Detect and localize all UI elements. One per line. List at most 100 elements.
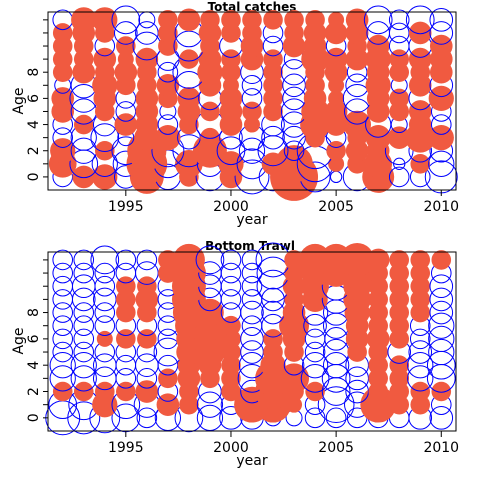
bubble-negative [388, 9, 410, 31]
bubble-positive [410, 250, 431, 270]
bubble-negative [261, 300, 285, 325]
bubble-positive [284, 250, 304, 270]
bubble-negative [45, 400, 81, 436]
y-tick-label: 2 [26, 387, 42, 396]
bubble-negative [345, 366, 369, 391]
bubble-positive [172, 243, 205, 276]
bubble-negative [73, 341, 95, 363]
bubble-positive [116, 36, 136, 56]
y-tick-label: 0 [26, 413, 42, 422]
bubble-negative [114, 21, 138, 45]
bubble-positive [179, 49, 199, 69]
bubble-negative [317, 386, 355, 424]
bubble-positive [94, 381, 115, 402]
bubble-positive [114, 60, 138, 84]
bubble-positive [92, 7, 118, 33]
bubble-negative [322, 338, 350, 366]
bubble-negative [429, 300, 454, 325]
x-tick-label: 2010 [423, 199, 459, 215]
bubble-positive [222, 77, 239, 94]
bubble-negative [216, 136, 246, 166]
bubble-positive [389, 355, 410, 375]
x-tick-label: 1995 [108, 440, 144, 456]
bubble-negative [325, 407, 347, 429]
bubble-negative [136, 368, 158, 389]
bubble-positive [286, 396, 303, 413]
bubble-positive [263, 329, 283, 349]
bubble-positive [326, 140, 346, 161]
bubble-negative [52, 127, 74, 148]
x-tick-label: 2000 [213, 440, 249, 456]
bubble-positive [158, 10, 178, 30]
y-axis: 0 2 4 6 8 [26, 19, 49, 181]
bubble-positive [428, 85, 454, 112]
x-axis: 1995 2000 2005 2010 [108, 430, 459, 456]
bubble-negative [238, 137, 266, 164]
bubble-negative [73, 315, 95, 336]
bubble-positive [389, 250, 410, 270]
bubble-positive [135, 47, 159, 71]
bubble-negative [407, 365, 434, 392]
bubble-negative [430, 114, 452, 135]
y-tick-label: 8 [26, 308, 42, 317]
y-tick-label: 6 [26, 94, 42, 103]
bubble-negative [196, 391, 224, 418]
y-axis: 0 2 4 6 8 [26, 259, 49, 422]
bubble-negative [283, 140, 305, 162]
bubble-positive [389, 88, 410, 109]
bubble-positive [71, 7, 97, 33]
bubble-positive [221, 49, 241, 69]
bubble-negative [240, 340, 264, 364]
bubble-negative [429, 287, 454, 312]
bubble-positive [50, 138, 76, 164]
bubble-positive [158, 250, 178, 270]
bubble-negative [241, 275, 263, 297]
panel-bottom-trawl: Bottom Trawl 1995 2000 2005 2010 0 2 4 6 8 year… [11, 239, 459, 469]
bubble-positive [284, 10, 304, 30]
bubble-positive [242, 10, 262, 30]
bubble-negative [115, 368, 137, 389]
bubble-negative [388, 166, 410, 188]
bubble-negative [429, 8, 454, 32]
y-axis-label: Age [11, 87, 27, 114]
bubble-negative [94, 302, 116, 323]
bubble-positive [177, 87, 201, 110]
bubble-negative [304, 341, 326, 363]
bubble-positive [366, 34, 390, 58]
bubble-negative [94, 262, 116, 284]
bubble-positive [52, 381, 73, 402]
bubble-positive [155, 125, 181, 151]
bubble-negative [241, 249, 263, 271]
bubble-positive [410, 154, 431, 174]
x-tick-label: 1995 [108, 199, 144, 215]
bubble-negative [241, 88, 263, 109]
bubble-positive [408, 47, 432, 71]
bubble-negative [220, 262, 242, 284]
bubble-negative [195, 245, 225, 275]
bubble-negative [329, 170, 343, 184]
bubble-negative [234, 159, 270, 195]
bubble-negative [303, 313, 327, 338]
bubble-positive [244, 116, 260, 133]
bubble-negative [324, 327, 348, 351]
bubble-negative [407, 352, 434, 379]
bubble-positive [73, 381, 94, 402]
bubble-negative [428, 312, 455, 339]
bubble-positive [324, 100, 348, 123]
y-tick-label: 4 [26, 361, 42, 370]
bubble-positive [389, 49, 410, 69]
bubble-positive [52, 23, 73, 43]
bubble-positive [345, 8, 369, 32]
bubble-positive [51, 87, 75, 110]
bubble-negative [300, 364, 330, 393]
bubble-positive [263, 10, 283, 30]
bubble-positive [360, 386, 397, 423]
bubble-negative [241, 75, 263, 96]
x-axis-label: year [236, 212, 267, 228]
bubble-negative [52, 328, 74, 350]
bubble-negative [90, 123, 120, 152]
bubble-negative [157, 61, 179, 83]
bubble-negative [157, 114, 179, 135]
bubble-negative [428, 150, 455, 177]
